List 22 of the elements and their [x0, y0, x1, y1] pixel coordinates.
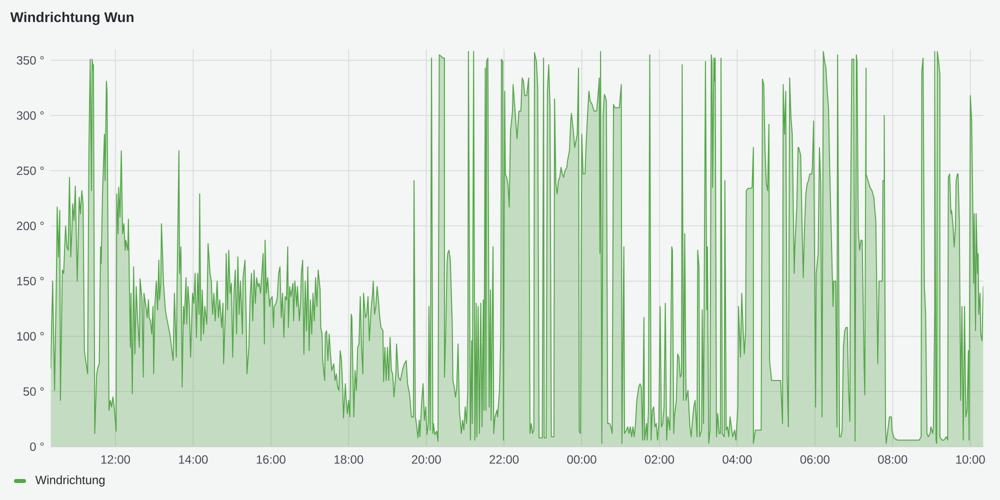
x-tick-label: 06:00: [800, 455, 830, 464]
y-tick-label: 300 °: [16, 111, 44, 120]
y-tick-label: 0 °: [30, 442, 44, 451]
x-tick-label: 18:00: [334, 455, 364, 464]
y-tick-label: 100 °: [17, 332, 44, 341]
x-tick-label: 00:00: [567, 455, 596, 464]
y-tick-label: 250 °: [16, 166, 44, 175]
x-tick-label: 02:00: [644, 455, 674, 464]
y-tick-label: 150 °: [17, 276, 44, 286]
chart-title: Windrichtung Wun: [10, 12, 134, 25]
x-tick-label: 08:00: [878, 455, 908, 464]
y-tick-label: 50 °: [23, 387, 44, 396]
x-tick-label: 16:00: [256, 455, 286, 464]
x-tick-label: 10:00: [956, 455, 985, 464]
x-tick-label: 14:00: [179, 455, 208, 464]
legend-label: Windrichtung: [35, 475, 105, 487]
x-tick-label: 04:00: [722, 455, 752, 464]
x-tick-label: 12:00: [101, 455, 130, 464]
y-tick-label: 200 °: [16, 222, 44, 230]
x-tick-label: 22:00: [490, 455, 519, 464]
y-tick-label: 350 °: [16, 56, 44, 65]
x-tick-label: 20:00: [412, 455, 441, 464]
